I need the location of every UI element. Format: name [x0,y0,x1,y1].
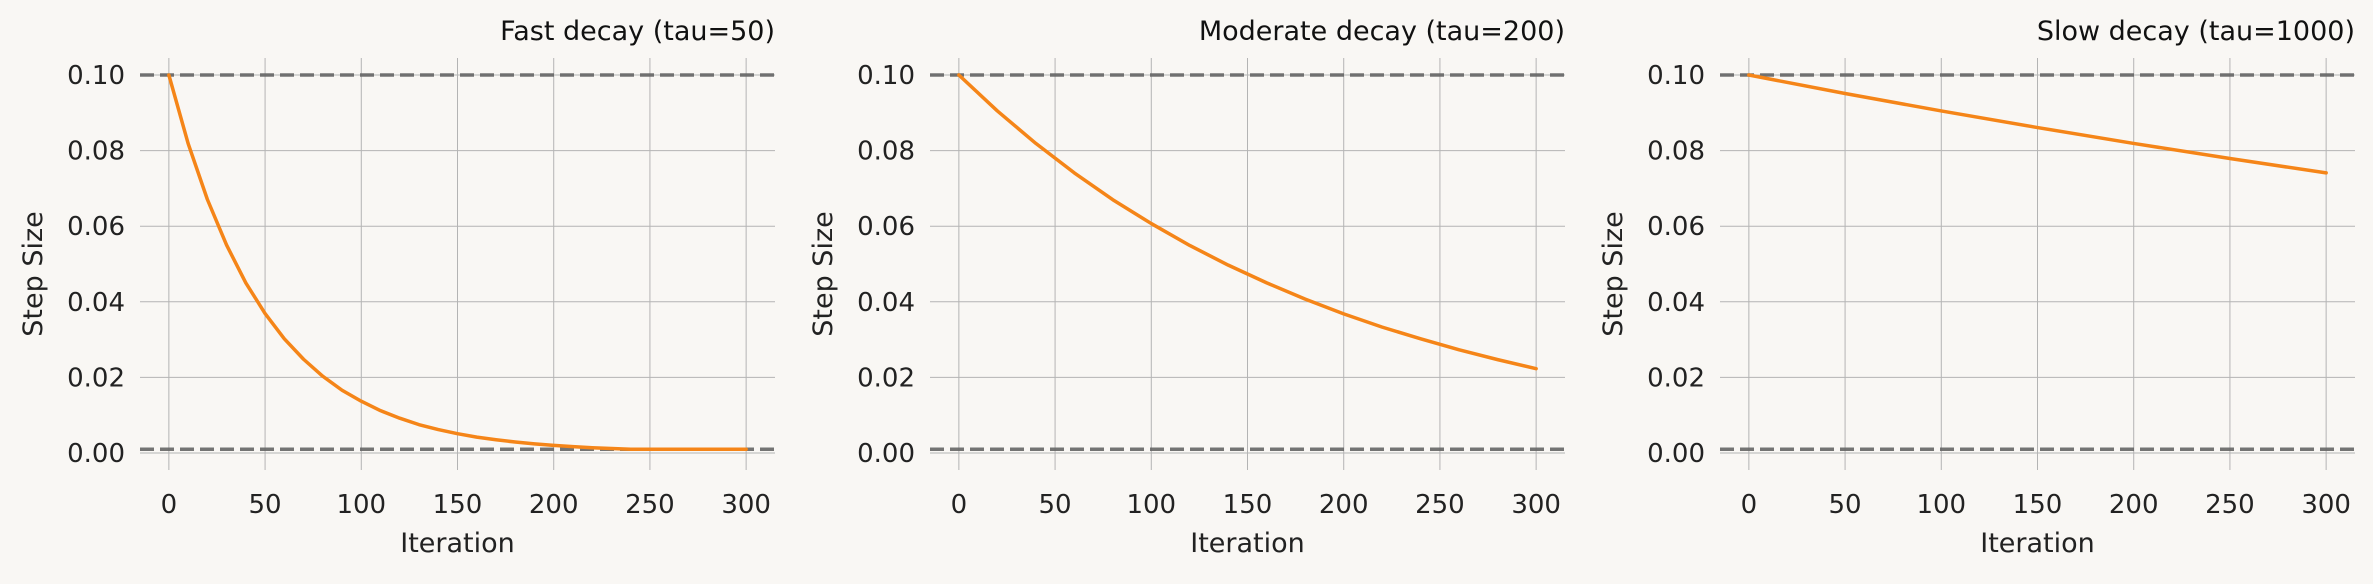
x-tick-label: 200 [529,490,579,520]
chart-panel-2: 0 50 100 150 200 250 300 0.00 0.02 0.04 0.06 0.08 0.… [808,16,1565,559]
y-tick-label: 0.00 [1647,439,1705,469]
y-tick-label: 0.06 [857,212,915,242]
y-tick-label: 0.02 [1647,363,1705,393]
y-tick-label: 0.04 [857,288,915,318]
y-tick-label: 0.02 [857,363,915,393]
x-tick-label: 300 [2301,490,2351,520]
x-tick-label: 300 [1511,490,1561,520]
x-tick-label: 50 [1829,490,1862,520]
y-axis-title: Step Size [18,211,49,336]
y-tick-label: 0.06 [1647,212,1705,242]
y-tick-label: 0.00 [857,439,915,469]
x-tick-label: 50 [249,490,282,520]
y-tick-label: 0.04 [67,288,125,318]
y-axis-title: Step Size [1598,211,1629,336]
x-tick-label: 0 [951,490,968,520]
chart-title: Slow decay (tau=1000) [2037,16,2355,47]
x-tick-label: 50 [1039,490,1072,520]
series-line [957,73,1538,371]
x-tick-label: 150 [1223,490,1273,520]
x-axis-title: Iteration [1190,528,1305,559]
x-tick-label: 150 [433,490,483,520]
x-tick-label: 100 [1126,490,1176,520]
x-tick-label: 100 [1916,490,1966,520]
y-tick-label: 0.10 [1647,61,1705,91]
y-tick-label: 0.08 [67,137,125,167]
x-tick-label: 200 [1319,490,1369,520]
x-tick-label: 250 [625,490,675,520]
chart-panel-3: 0 50 100 150 200 250 300 0.00 0.02 0.04 0.06 0.08 0.… [1598,16,2355,559]
x-tick-label: 0 [1741,490,1758,520]
y-tick-label: 0.06 [67,212,125,242]
y-tick-label: 0.08 [857,137,915,167]
series-line [167,73,748,451]
y-tick-label: 0.02 [67,363,125,393]
y-tick-label: 0.10 [857,61,915,91]
x-tick-label: 150 [2013,490,2063,520]
series-line [1747,73,2328,175]
y-tick-label: 0.04 [1647,288,1705,318]
x-tick-label: 250 [1415,490,1465,520]
x-tick-label: 0 [161,490,178,520]
x-tick-label: 200 [2109,490,2159,520]
y-tick-label: 0.10 [67,61,125,91]
y-tick-label: 0.00 [67,439,125,469]
chart-title: Moderate decay (tau=200) [1199,16,1565,47]
x-tick-label: 300 [721,490,771,520]
x-tick-label: 250 [2205,490,2255,520]
y-axis-title: Step Size [808,211,839,336]
y-tick-label: 0.08 [1647,137,1705,167]
chart-panel-1: 0 50 100 150 200 250 300 0.00 0.02 0.04 0.06 0.08 0.… [18,16,775,559]
x-axis-title: Iteration [1980,528,2095,559]
x-axis-title: Iteration [400,528,515,559]
x-tick-label: 100 [336,490,386,520]
chart-title: Fast decay (tau=50) [500,16,775,47]
